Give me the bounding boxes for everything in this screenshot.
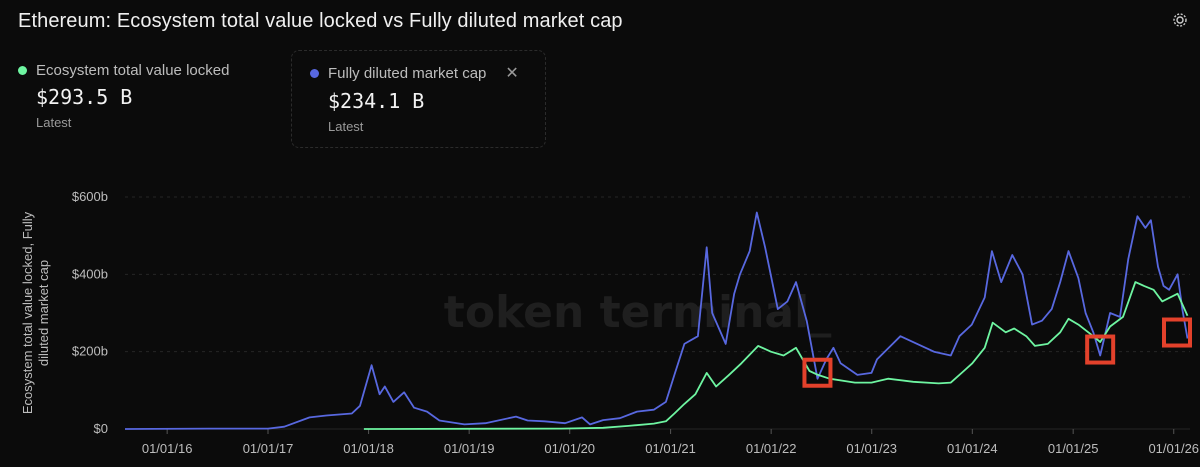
series-line-fdmc (124, 211, 1189, 430)
gear-icon[interactable] (1172, 12, 1188, 28)
fdmc-color-dot (310, 68, 319, 78)
x-tick-label: 01/01/26 (1148, 441, 1199, 456)
x-tick-label: 01/01/16 (142, 441, 193, 456)
fdmc-latest-value: $234.1 B (328, 89, 425, 113)
legend-card-tvl[interactable]: Ecosystem total value locked $293.5 B La… (0, 50, 280, 148)
legend-card-fdmc[interactable]: Fully diluted market cap ✕ $234.1 B Late… (291, 50, 546, 148)
y-axis-label: Ecosystem total value locked, Fullydilut… (20, 211, 51, 414)
highlight-box (802, 357, 833, 388)
x-tick-label: 01/01/25 (1048, 441, 1099, 456)
x-tick-label: 01/01/21 (645, 441, 696, 456)
highlight-box (1085, 334, 1116, 365)
series-line-tvl (363, 281, 1189, 430)
close-icon[interactable]: ✕ (505, 65, 519, 82)
x-tick-label: 01/01/24 (947, 441, 998, 456)
y-tick-label: $0 (94, 421, 108, 436)
y-tick-label: $600b (72, 189, 108, 204)
line-chart[interactable]: token terminal_ $0 $200b $400b $600b Ecosyste… (0, 170, 1200, 467)
fdmc-legend-label: Fully diluted market cap (328, 64, 487, 82)
watermark: token terminal_ (444, 287, 831, 338)
fdmc-latest-caption: Latest (328, 119, 364, 134)
x-tick-label: 01/01/19 (444, 441, 495, 456)
highlight-box (1162, 317, 1192, 348)
tvl-latest-value: $293.5 B (36, 85, 133, 109)
x-tick-label: 01/01/20 (544, 441, 595, 456)
tvl-color-dot (18, 66, 27, 75)
x-tick-label: 01/01/17 (243, 441, 294, 456)
tvl-latest-caption: Latest (36, 115, 72, 130)
x-tick-label: 01/01/22 (746, 441, 797, 456)
chart-title: Ethereum: Ecosystem total value locked v… (18, 10, 623, 32)
x-tick-label: 01/01/23 (846, 441, 897, 456)
x-tick-label: 01/01/18 (343, 441, 394, 456)
y-tick-label: $200b (72, 344, 108, 359)
y-tick-label: $400b (72, 266, 108, 281)
tvl-legend-label: Ecosystem total value locked (36, 62, 230, 79)
